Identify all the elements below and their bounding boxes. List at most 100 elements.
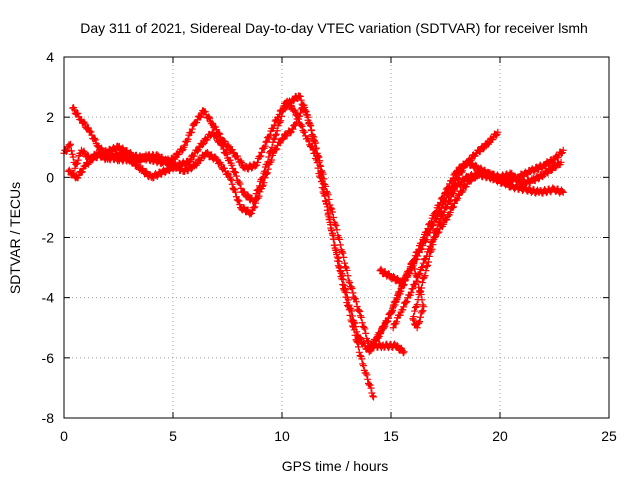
x-tick-label: 20 bbox=[492, 428, 508, 444]
interpolated-marker bbox=[384, 314, 392, 322]
data-point bbox=[422, 267, 430, 275]
data-point bbox=[559, 188, 567, 196]
interpolated-marker bbox=[345, 306, 353, 314]
interpolated-marker bbox=[232, 193, 240, 201]
x-tick-label: 5 bbox=[169, 428, 177, 444]
data-point bbox=[400, 348, 408, 356]
interpolated-marker bbox=[458, 168, 466, 176]
interpolated-marker bbox=[320, 175, 328, 183]
interpolated-marker bbox=[415, 271, 423, 279]
interpolated-marker bbox=[469, 174, 477, 182]
interpolated-marker bbox=[312, 144, 320, 152]
interpolated-marker bbox=[393, 275, 401, 283]
data-point bbox=[426, 243, 434, 251]
interpolated-marker bbox=[359, 362, 367, 370]
interpolated-marker bbox=[348, 285, 356, 293]
interpolated-marker bbox=[369, 392, 377, 400]
interpolated-marker bbox=[396, 311, 404, 319]
interpolated-marker bbox=[433, 212, 441, 220]
interpolated-marker bbox=[91, 136, 99, 144]
interpolated-marker bbox=[411, 320, 419, 328]
interpolated-marker bbox=[421, 272, 429, 280]
interpolated-marker bbox=[421, 237, 429, 245]
interpolated-marker bbox=[212, 154, 220, 162]
interpolated-marker bbox=[315, 153, 323, 161]
interpolated-marker bbox=[276, 118, 284, 126]
interpolated-marker bbox=[418, 307, 426, 315]
interpolated-marker bbox=[277, 117, 285, 125]
interpolated-marker bbox=[428, 238, 436, 246]
interpolated-marker bbox=[362, 329, 370, 337]
data-point bbox=[311, 137, 319, 145]
interpolated-marker bbox=[336, 235, 344, 243]
interpolated-marker bbox=[433, 225, 441, 233]
interpolated-marker bbox=[255, 192, 263, 200]
data-point bbox=[557, 158, 565, 166]
interpolated-marker bbox=[411, 321, 419, 329]
interpolated-marker bbox=[341, 288, 349, 296]
interpolated-marker bbox=[310, 133, 318, 141]
interpolated-marker bbox=[126, 149, 134, 157]
interpolated-marker bbox=[184, 135, 192, 143]
data-point bbox=[300, 101, 308, 109]
interpolated-marker bbox=[349, 322, 357, 330]
interpolated-marker bbox=[329, 208, 337, 216]
interpolated-marker bbox=[284, 102, 292, 110]
interpolated-marker bbox=[199, 141, 207, 149]
interpolated-marker bbox=[339, 249, 347, 257]
interpolated-marker bbox=[419, 259, 427, 267]
interpolated-marker bbox=[330, 241, 338, 249]
data-point bbox=[71, 164, 79, 172]
interpolated-marker bbox=[73, 159, 81, 167]
interpolated-marker bbox=[356, 351, 364, 359]
interpolated-marker bbox=[201, 108, 209, 116]
interpolated-marker bbox=[342, 293, 350, 301]
interpolated-marker bbox=[458, 188, 466, 196]
interpolated-marker bbox=[324, 209, 332, 217]
interpolated-marker bbox=[232, 188, 240, 196]
y-tick-label: -6 bbox=[42, 350, 55, 366]
interpolated-marker bbox=[416, 313, 424, 321]
interpolated-marker bbox=[362, 369, 370, 377]
interpolated-marker bbox=[263, 170, 271, 178]
interpolated-marker bbox=[229, 184, 237, 192]
interpolated-marker bbox=[264, 165, 272, 173]
interpolated-marker bbox=[206, 114, 214, 122]
interpolated-marker bbox=[352, 298, 360, 306]
interpolated-marker bbox=[347, 316, 355, 324]
interpolated-marker bbox=[547, 166, 555, 174]
interpolated-marker bbox=[181, 141, 189, 149]
interpolated-marker bbox=[410, 265, 418, 273]
interpolated-marker bbox=[297, 105, 305, 113]
interpolated-marker bbox=[343, 266, 351, 274]
interpolated-marker bbox=[558, 187, 566, 195]
interpolated-marker bbox=[382, 319, 390, 327]
interpolated-marker bbox=[272, 130, 280, 138]
interpolated-marker bbox=[251, 203, 259, 211]
data-point bbox=[247, 209, 255, 217]
interpolated-marker bbox=[345, 277, 353, 285]
interpolated-marker bbox=[417, 309, 425, 317]
interpolated-marker bbox=[356, 333, 364, 341]
interpolated-marker bbox=[187, 128, 195, 136]
interpolated-marker bbox=[358, 355, 366, 363]
interpolated-marker bbox=[350, 326, 358, 334]
interpolated-marker bbox=[333, 226, 341, 234]
data-point bbox=[271, 131, 279, 139]
interpolated-marker bbox=[261, 142, 269, 150]
interpolated-marker bbox=[393, 318, 401, 326]
data-point bbox=[348, 318, 356, 326]
interpolated-marker bbox=[388, 308, 396, 316]
interpolated-marker bbox=[87, 128, 95, 136]
interpolated-marker bbox=[324, 191, 332, 199]
series-2-markers bbox=[69, 92, 378, 401]
interpolated-marker bbox=[263, 169, 271, 177]
interpolated-marker bbox=[363, 371, 371, 379]
interpolated-marker bbox=[91, 134, 99, 142]
interpolated-marker bbox=[205, 113, 213, 121]
interpolated-marker bbox=[83, 159, 91, 167]
data-point bbox=[67, 140, 75, 148]
interpolated-marker bbox=[297, 96, 305, 104]
interpolated-marker bbox=[262, 170, 270, 178]
